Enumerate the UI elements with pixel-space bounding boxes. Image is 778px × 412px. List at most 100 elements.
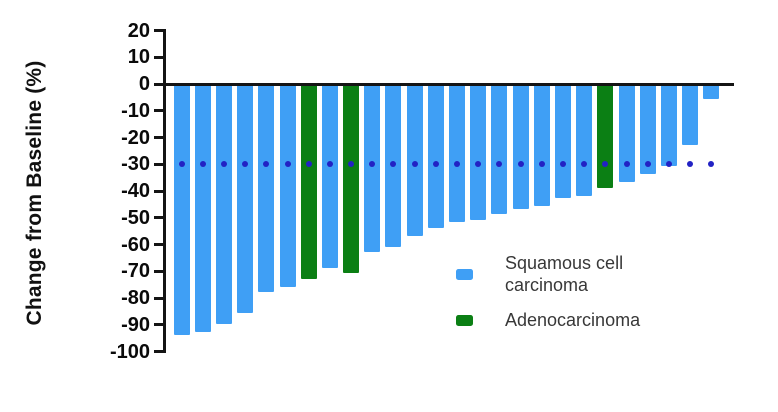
bar-slot bbox=[383, 86, 404, 366]
bar-squamous bbox=[491, 86, 508, 215]
bar-slot bbox=[446, 86, 467, 366]
legend-item-adeno: Adenocarcinoma bbox=[456, 309, 640, 331]
reference-line-dot bbox=[644, 161, 651, 168]
reference-line-dot bbox=[326, 161, 333, 168]
bar-slot bbox=[425, 86, 446, 366]
y-tick-label: -100 bbox=[109, 340, 150, 363]
reference-line-dot bbox=[602, 161, 609, 168]
bar-slot bbox=[531, 86, 552, 366]
y-tick-label: -80 bbox=[121, 287, 150, 309]
y-tick-mark bbox=[154, 189, 163, 193]
bar-slot bbox=[658, 86, 679, 366]
bar-squamous bbox=[470, 86, 487, 220]
plot-area bbox=[171, 86, 722, 366]
y-tick-label: -20 bbox=[121, 126, 150, 149]
bar-squamous bbox=[512, 86, 529, 210]
y-axis-title: Change from Baseline (%) bbox=[23, 60, 46, 326]
bar-squamous bbox=[703, 86, 720, 100]
reference-line-dot bbox=[496, 161, 503, 168]
bar-slot bbox=[510, 86, 531, 366]
bar-squamous bbox=[364, 86, 381, 252]
reference-line-dot bbox=[517, 161, 524, 168]
y-tick-label: -40 bbox=[121, 180, 150, 202]
bar-squamous bbox=[618, 86, 635, 183]
reference-line-dot bbox=[369, 161, 376, 168]
reference-line-dot bbox=[220, 161, 227, 168]
adeno-swatch-icon bbox=[456, 314, 473, 326]
reference-line-dot bbox=[454, 161, 461, 168]
reference-line-dot bbox=[305, 161, 312, 168]
reference-line-dot bbox=[432, 161, 439, 168]
reference-line-dot bbox=[284, 161, 291, 168]
y-axis-line bbox=[163, 29, 166, 353]
bar-slot bbox=[256, 86, 277, 366]
y-tick-mark bbox=[154, 323, 163, 327]
bar-squamous bbox=[237, 86, 254, 314]
y-tick-label: -50 bbox=[121, 206, 150, 229]
bar-slot bbox=[404, 86, 425, 366]
bar-squamous bbox=[639, 86, 656, 175]
bar-squamous bbox=[427, 86, 444, 228]
bar-squamous bbox=[215, 86, 232, 325]
bar-squamous bbox=[194, 86, 211, 333]
reference-line-dot bbox=[178, 161, 185, 168]
reference-line-dot bbox=[263, 161, 270, 168]
bar-squamous bbox=[449, 86, 466, 223]
legend: Squamous cell carcinoma Adenocarcinoma bbox=[456, 252, 640, 331]
bar-squamous bbox=[258, 86, 275, 292]
reference-line-dot bbox=[687, 161, 694, 168]
y-tick-mark bbox=[154, 55, 163, 59]
y-tick-mark bbox=[154, 216, 163, 220]
y-tick-label: 20 bbox=[127, 19, 150, 42]
bar-slot bbox=[298, 86, 319, 366]
bar-slot bbox=[680, 86, 701, 366]
bar-squamous bbox=[576, 86, 593, 196]
bar-squamous bbox=[660, 86, 677, 167]
y-tick-label: -10 bbox=[121, 99, 150, 122]
legend-item-squamous: Squamous cell carcinoma bbox=[456, 252, 640, 296]
reference-line-dot bbox=[538, 161, 545, 168]
bar-slot bbox=[319, 86, 340, 366]
bar-slot bbox=[468, 86, 489, 366]
y-tick-mark bbox=[154, 82, 163, 86]
y-tick-mark bbox=[154, 243, 163, 246]
bar-slot bbox=[213, 86, 234, 366]
bar-squamous bbox=[279, 86, 296, 287]
y-tick-mark bbox=[154, 162, 163, 166]
reference-line-dot bbox=[411, 161, 418, 168]
bar-adeno bbox=[597, 86, 614, 188]
bar-slot bbox=[171, 86, 192, 366]
reference-line-dot bbox=[348, 161, 355, 168]
bar-squamous bbox=[554, 86, 571, 199]
bar-squamous bbox=[406, 86, 423, 236]
y-tick-label: -60 bbox=[121, 233, 150, 256]
reference-line-dot bbox=[475, 161, 482, 168]
reference-line-dot bbox=[665, 161, 672, 168]
reference-line-dot bbox=[708, 161, 715, 168]
y-tick-label: -90 bbox=[121, 313, 150, 336]
y-tick-label: -70 bbox=[121, 260, 150, 283]
y-tick-mark bbox=[154, 29, 163, 32]
reference-line-dot bbox=[242, 161, 249, 168]
bar-slot bbox=[277, 86, 298, 366]
bar-squamous bbox=[321, 86, 338, 268]
bar-slot bbox=[341, 86, 362, 366]
bar-slot bbox=[552, 86, 573, 366]
bar-slot bbox=[637, 86, 658, 366]
bar-slot bbox=[595, 86, 616, 366]
reference-line-dot bbox=[623, 161, 630, 168]
bar-slot bbox=[362, 86, 383, 366]
reference-line-dot bbox=[559, 161, 566, 168]
bar-slot bbox=[235, 86, 256, 366]
legend-label-adeno: Adenocarcinoma bbox=[505, 310, 641, 330]
reference-line-dot bbox=[581, 161, 588, 168]
y-tick-mark bbox=[154, 296, 163, 300]
y-tick-mark bbox=[154, 109, 163, 113]
bar-squamous bbox=[173, 86, 190, 335]
squamous-swatch-icon bbox=[456, 268, 473, 280]
bar-slot bbox=[574, 86, 595, 366]
reference-line-dot bbox=[390, 161, 397, 168]
reference-line-dot bbox=[199, 161, 206, 168]
bar-squamous bbox=[682, 86, 699, 145]
